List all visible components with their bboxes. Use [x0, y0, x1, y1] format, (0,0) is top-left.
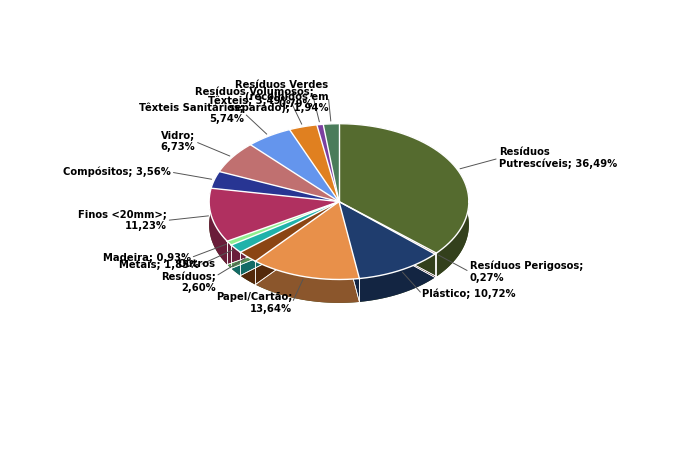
- Text: Têxteis Sanitários;
5,74%: Têxteis Sanitários; 5,74%: [139, 102, 244, 124]
- Text: Finos <20mm>;
11,23%: Finos <20mm>; 11,23%: [78, 210, 167, 231]
- Polygon shape: [317, 124, 323, 148]
- Polygon shape: [219, 145, 250, 195]
- Polygon shape: [323, 124, 339, 225]
- Polygon shape: [339, 202, 437, 276]
- Polygon shape: [339, 202, 359, 302]
- Polygon shape: [317, 125, 339, 225]
- Text: Madeira; 0,93%: Madeira; 0,93%: [102, 252, 191, 263]
- Polygon shape: [339, 202, 359, 302]
- Polygon shape: [323, 123, 339, 202]
- Polygon shape: [256, 202, 339, 285]
- Polygon shape: [317, 124, 339, 202]
- Polygon shape: [231, 202, 339, 269]
- Polygon shape: [290, 125, 317, 153]
- Polygon shape: [435, 253, 437, 277]
- Polygon shape: [227, 202, 339, 245]
- Polygon shape: [250, 145, 339, 225]
- Polygon shape: [211, 188, 339, 225]
- Polygon shape: [339, 202, 437, 254]
- Polygon shape: [231, 202, 339, 269]
- Polygon shape: [241, 202, 339, 275]
- Polygon shape: [359, 254, 435, 302]
- Polygon shape: [227, 202, 339, 264]
- Polygon shape: [211, 172, 219, 212]
- Polygon shape: [256, 261, 359, 303]
- Polygon shape: [250, 129, 339, 202]
- Text: Metais; 1,85%: Metais; 1,85%: [119, 260, 199, 270]
- Polygon shape: [290, 129, 339, 225]
- Polygon shape: [339, 202, 435, 277]
- Text: Plástico; 10,72%: Plástico; 10,72%: [422, 289, 516, 299]
- Polygon shape: [211, 172, 339, 202]
- Polygon shape: [241, 202, 339, 275]
- Text: Resíduos Perigosos;
0,27%: Resíduos Perigosos; 0,27%: [470, 261, 583, 283]
- Polygon shape: [323, 123, 339, 148]
- Text: Resíduos Volumosos;
0,79%: Resíduos Volumosos; 0,79%: [195, 86, 313, 109]
- Polygon shape: [256, 202, 339, 285]
- Text: Papel/Cartão;
13,64%: Papel/Cartão; 13,64%: [216, 292, 292, 313]
- Polygon shape: [339, 123, 469, 276]
- Text: Compósitos; 3,56%: Compósitos; 3,56%: [63, 167, 171, 177]
- Polygon shape: [219, 145, 339, 202]
- Polygon shape: [250, 129, 290, 168]
- Polygon shape: [290, 125, 339, 202]
- Polygon shape: [256, 202, 359, 280]
- Polygon shape: [227, 202, 339, 264]
- Polygon shape: [339, 123, 469, 253]
- Text: Têxteis; 3,49%: Têxteis; 3,49%: [207, 95, 290, 106]
- Polygon shape: [211, 188, 339, 225]
- Polygon shape: [241, 252, 256, 285]
- Text: Resíduos
Putrescíveis; 36,49%: Resíduos Putrescíveis; 36,49%: [499, 147, 617, 169]
- Polygon shape: [219, 172, 339, 225]
- Polygon shape: [227, 241, 231, 269]
- Polygon shape: [209, 188, 339, 241]
- Polygon shape: [339, 202, 435, 277]
- Polygon shape: [290, 129, 339, 225]
- Polygon shape: [317, 125, 339, 225]
- Polygon shape: [323, 124, 339, 225]
- Polygon shape: [231, 202, 339, 252]
- Text: Outros
Resíduos;
2,60%: Outros Resíduos; 2,60%: [161, 259, 216, 293]
- Text: Vidro;
6,73%: Vidro; 6,73%: [160, 131, 195, 152]
- Polygon shape: [250, 145, 339, 225]
- Polygon shape: [209, 188, 227, 264]
- Polygon shape: [339, 202, 437, 276]
- Text: Resíduos Verdes
(recolhidos em
separado); 1,94%: Resíduos Verdes (recolhidos em separado)…: [228, 80, 328, 113]
- Polygon shape: [219, 172, 339, 225]
- Polygon shape: [241, 202, 339, 261]
- Polygon shape: [231, 245, 241, 275]
- Polygon shape: [209, 147, 469, 303]
- Polygon shape: [339, 202, 435, 279]
